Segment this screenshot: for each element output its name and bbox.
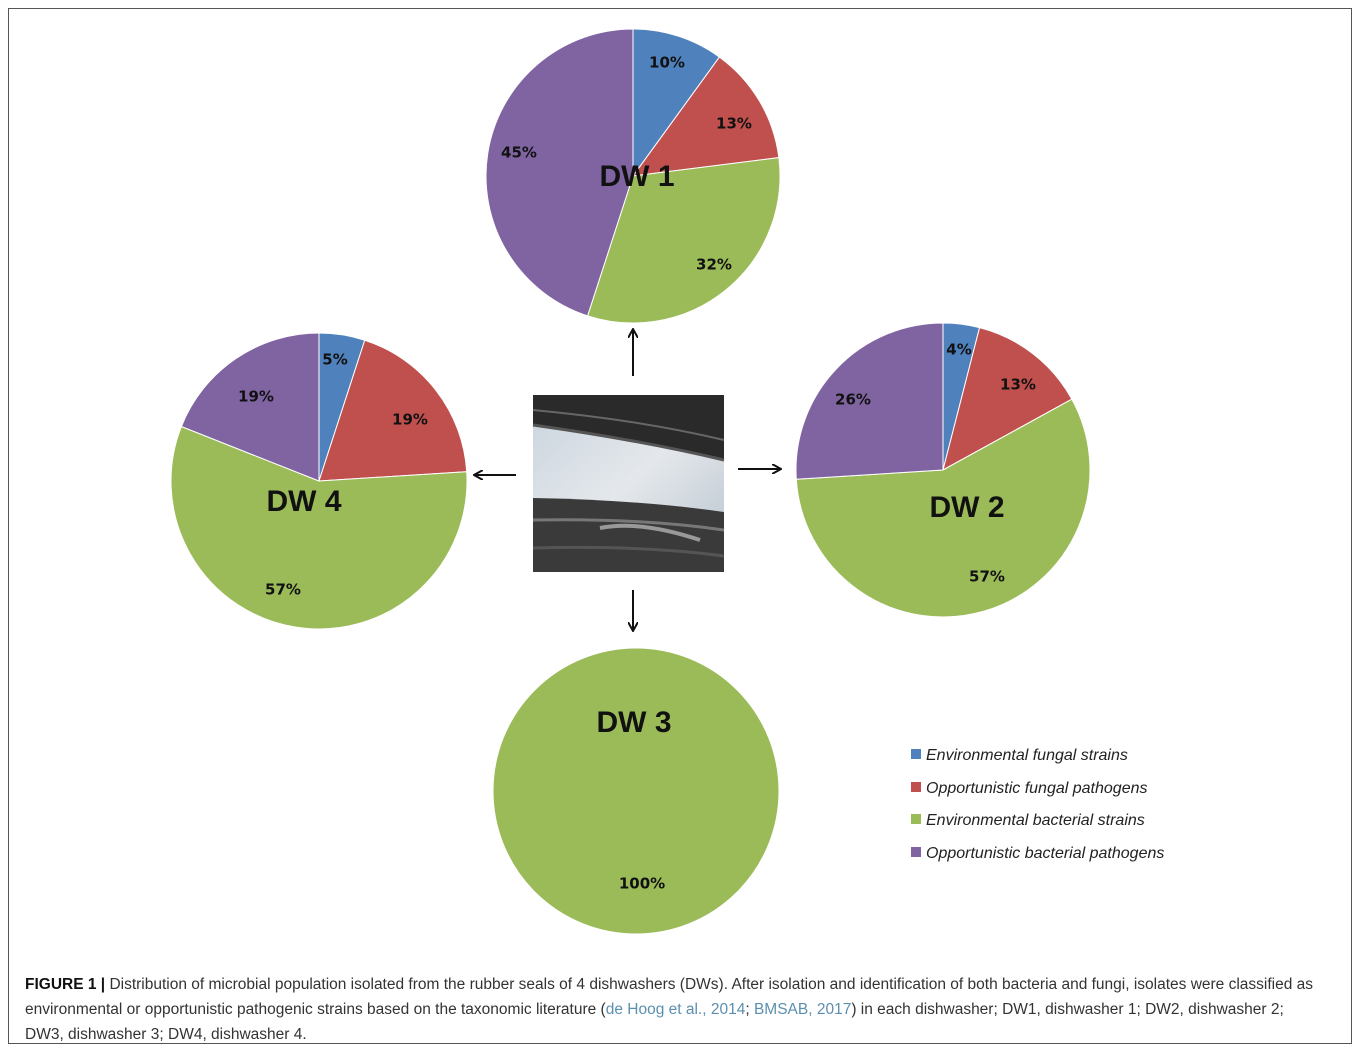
dw2-title: DW 2 (930, 491, 1005, 524)
figure-caption: FIGURE 1 | Distribution of microbial pop… (25, 972, 1325, 1047)
dw1-slice-environmental-bacterial (586, 157, 781, 324)
dw1-label-opportunistic-fungal: 13% (716, 115, 752, 133)
dw3-label-environmental-bacterial: 100% (619, 875, 665, 893)
dw3-title: DW 3 (597, 706, 672, 739)
dw2-label-opportunistic-fungal: 13% (1000, 376, 1036, 394)
dw2-slice-environmental-bacterial (795, 398, 1091, 618)
rubber-seal-photo (532, 395, 725, 572)
dw4-label-environmental-fungal: 5% (322, 351, 347, 369)
pie-charts-figure: 10% 13% 32% 45% DW 1 4% 13% 57% 26% DW 2 100% DW 3 5… (170, 28, 1164, 935)
legend-item-environmental-bacterial: Environmental bacterial strains (926, 812, 1145, 829)
dw4-slice-opportunistic-bacterial (180, 332, 320, 482)
dw1-label-environmental-fungal: 10% (649, 54, 685, 72)
dw1-slice-environmental-fungal (632, 28, 721, 178)
dw4-label-environmental-bacterial: 57% (265, 581, 301, 599)
dw1-label-opportunistic-bacterial: 45% (501, 144, 537, 162)
dw4-title: DW 4 (267, 485, 342, 518)
dw1-label-environmental-bacterial: 32% (696, 256, 732, 274)
caption-ref-de-hoog[interactable]: de Hoog et al., 2014 (605, 1001, 746, 1018)
dw4-slice-opportunistic-fungal (318, 339, 468, 482)
pies-group: 10% 13% 32% 45% DW 1 4% 13% 57% 26% DW 2 100% DW 3 5… (170, 28, 1091, 935)
caption-text-1: Distribution of microbial population iso… (25, 976, 1314, 1018)
legend-swatch-opportunistic-bacterial (911, 847, 921, 857)
dw1-slice-opportunistic-bacterial (485, 28, 634, 317)
legend-swatch-opportunistic-fungal (911, 782, 921, 792)
legend-swatch-environmental-fungal (911, 749, 921, 759)
caption-text-3: ) in each dishwasher; DW1, dishwasher 1;… (25, 1001, 1284, 1043)
dw3-slice-environmental-bacterial (492, 647, 780, 935)
caption-ref-bmsab[interactable]: BMSAB, 2017 (753, 1001, 852, 1018)
legend-item-environmental-fungal: Environmental fungal strains (926, 747, 1128, 764)
dw4-slice-environmental-bacterial (170, 425, 468, 630)
legend-swatch-environmental-bacterial (911, 814, 921, 824)
dw1-title: DW 1 (600, 160, 675, 193)
legend-item-opportunistic-bacterial: Opportunistic bacterial pathogens (926, 845, 1164, 862)
dw2-label-environmental-fungal: 4% (946, 341, 971, 359)
dw2-label-opportunistic-bacterial: 26% (835, 391, 871, 409)
dw4-label-opportunistic-fungal: 19% (392, 411, 428, 429)
dw1-slice-opportunistic-fungal (631, 56, 780, 177)
legend: Environmental fungal strains Opportunist… (911, 747, 1164, 862)
dw2-slice-opportunistic-bacterial (795, 322, 944, 480)
caption-label: FIGURE 1 | (25, 976, 106, 993)
caption-text-2: ; (745, 1001, 754, 1018)
legend-item-opportunistic-fungal: Opportunistic fungal pathogens (926, 780, 1147, 797)
dw2-slice-opportunistic-fungal (942, 327, 1073, 471)
dw4-label-opportunistic-bacterial: 19% (238, 388, 274, 406)
dw2-label-environmental-bacterial: 57% (969, 568, 1005, 586)
